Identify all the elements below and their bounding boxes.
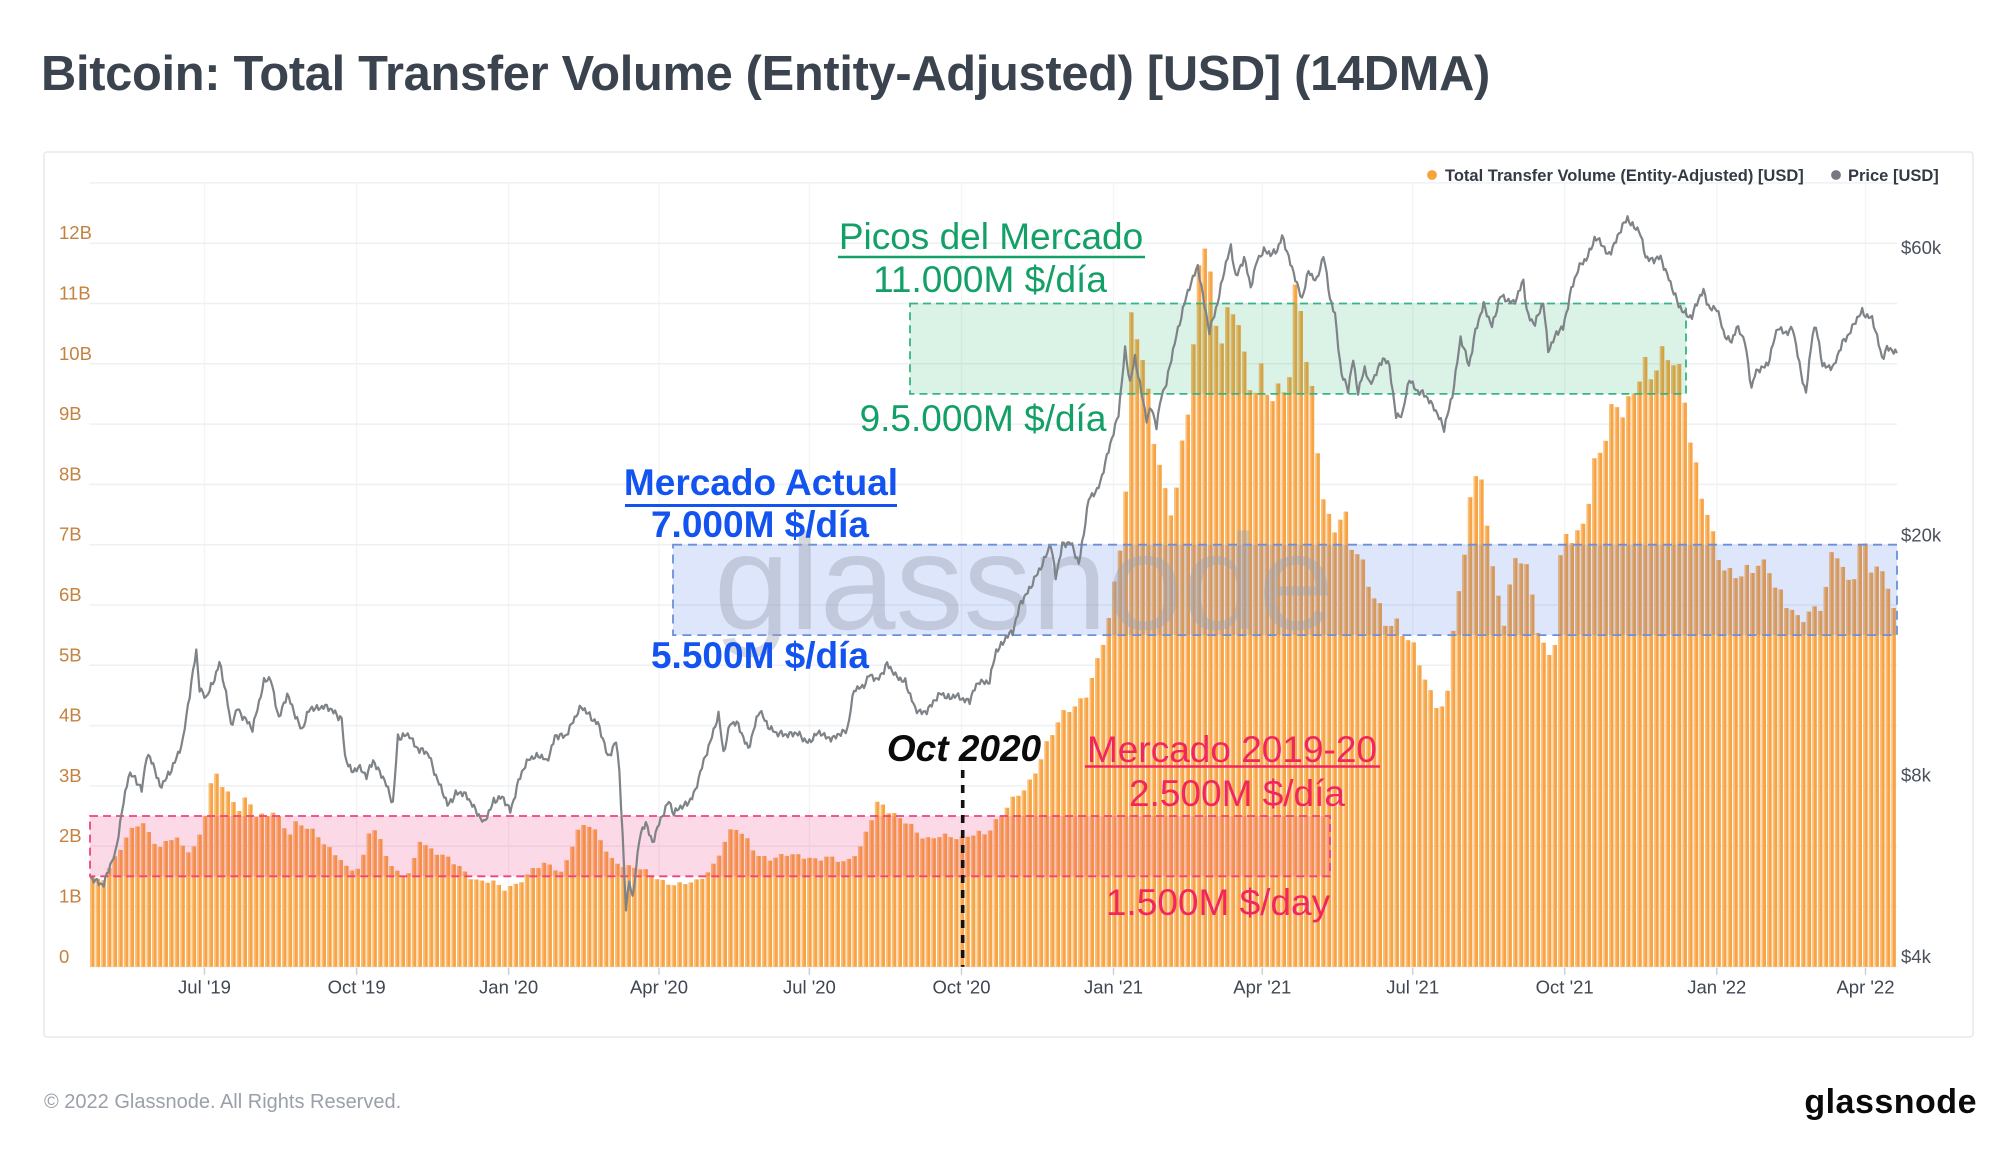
- svg-text:Total Transfer Volume (Entity-: Total Transfer Volume (Entity-Adjusted) …: [1445, 167, 1804, 185]
- svg-text:Oct '21: Oct '21: [1536, 977, 1594, 998]
- svg-text:Picos del Mercado: Picos del Mercado: [839, 216, 1143, 257]
- svg-text:0: 0: [59, 946, 69, 967]
- svg-text:6B: 6B: [59, 584, 82, 605]
- svg-text:7.000M $/día: 7.000M $/día: [651, 504, 869, 545]
- svg-text:glassnode: glassnode: [1804, 1083, 1977, 1121]
- svg-text:10B: 10B: [59, 343, 92, 364]
- svg-text:Jul '19: Jul '19: [178, 977, 231, 998]
- svg-text:Oct '19: Oct '19: [328, 977, 386, 998]
- svg-text:2.500M $/día: 2.500M $/día: [1129, 773, 1345, 814]
- svg-text:Jul '20: Jul '20: [783, 977, 836, 998]
- svg-text:Jan '22: Jan '22: [1687, 977, 1746, 998]
- svg-text:Apr '22: Apr '22: [1836, 977, 1894, 998]
- svg-text:$20k: $20k: [1901, 525, 1942, 546]
- svg-text:11B: 11B: [59, 283, 91, 304]
- svg-text:1.500M $/day: 1.500M $/day: [1106, 882, 1331, 923]
- svg-text:glassnode: glassnode: [714, 506, 1334, 658]
- svg-text:Jul '21: Jul '21: [1386, 977, 1439, 998]
- svg-text:Apr '20: Apr '20: [630, 977, 688, 998]
- svg-text:Price [USD]: Price [USD]: [1848, 167, 1939, 185]
- svg-text:4B: 4B: [59, 705, 82, 726]
- svg-text:$60k: $60k: [1901, 237, 1942, 258]
- svg-text:$8k: $8k: [1901, 764, 1932, 785]
- svg-text:2B: 2B: [59, 825, 82, 846]
- svg-text:Apr '21: Apr '21: [1233, 977, 1291, 998]
- svg-text:12B: 12B: [59, 222, 92, 243]
- svg-text:Mercado 2019-20: Mercado 2019-20: [1087, 729, 1377, 770]
- svg-text:5.500M $/día: 5.500M $/día: [651, 635, 869, 676]
- svg-text:3B: 3B: [59, 765, 82, 786]
- svg-text:5B: 5B: [59, 644, 82, 665]
- svg-text:© 2022 Glassnode. All Rights R: © 2022 Glassnode. All Rights Reserved.: [44, 1091, 401, 1113]
- svg-text:Oct '20: Oct '20: [932, 977, 990, 998]
- svg-text:9.5.000M $/día: 9.5.000M $/día: [860, 398, 1107, 439]
- svg-text:11.000M $/día: 11.000M $/día: [873, 259, 1107, 300]
- svg-text:Jan '20: Jan '20: [479, 977, 538, 998]
- svg-text:9B: 9B: [59, 403, 82, 424]
- svg-text:8B: 8B: [59, 463, 82, 484]
- svg-text:1B: 1B: [59, 886, 82, 907]
- svg-text:7B: 7B: [59, 524, 82, 545]
- svg-text:$4k: $4k: [1901, 946, 1932, 967]
- svg-text:Oct 2020: Oct 2020: [887, 728, 1042, 769]
- svg-text:Jan '21: Jan '21: [1084, 977, 1143, 998]
- svg-text:Mercado Actual: Mercado Actual: [624, 462, 898, 503]
- svg-text:Bitcoin: Total Transfer Volume: Bitcoin: Total Transfer Volume (Entity-A…: [41, 47, 1490, 101]
